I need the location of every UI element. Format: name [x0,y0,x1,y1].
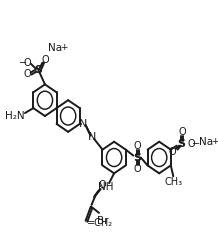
Text: −: − [19,58,27,68]
Text: O: O [169,147,176,157]
Text: O: O [99,180,106,190]
Text: O: O [24,58,31,68]
Text: O: O [187,139,195,149]
Text: O: O [134,141,141,151]
Text: N: N [88,132,97,142]
Text: O: O [24,69,31,78]
Text: Na: Na [199,137,213,147]
Text: Na: Na [48,43,62,53]
Text: O: O [41,55,49,65]
Text: O: O [179,127,186,137]
Text: NH: NH [98,182,113,192]
Text: =CH₂: =CH₂ [87,218,113,228]
Text: N: N [79,119,87,129]
Text: Br: Br [97,216,108,226]
Text: −: − [192,139,200,149]
Text: S: S [177,139,185,149]
Text: +: + [60,43,68,52]
Text: H₂N: H₂N [5,111,25,121]
Text: S: S [133,153,141,163]
Text: S: S [34,65,42,74]
Text: O: O [134,164,141,174]
Text: +: + [211,137,218,146]
Text: CH₃: CH₃ [164,177,182,187]
